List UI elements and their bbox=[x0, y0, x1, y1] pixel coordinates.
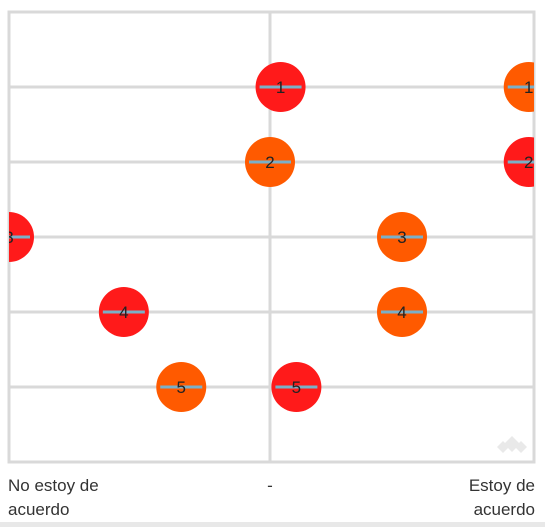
data-point-label: 5 bbox=[292, 378, 301, 397]
data-point-7: 4 bbox=[98, 287, 149, 337]
x-axis-label-middle: - bbox=[267, 476, 273, 495]
data-point-2: 1 bbox=[503, 62, 534, 112]
data-point-label: 4 bbox=[119, 303, 128, 322]
bottom-divider bbox=[0, 522, 545, 527]
data-point-5: 3 bbox=[4, 212, 34, 262]
data-point-label: 3 bbox=[4, 228, 13, 247]
data-point-9: 5 bbox=[156, 362, 207, 412]
data-point-label: 4 bbox=[397, 303, 406, 322]
data-point-8: 4 bbox=[377, 287, 427, 337]
data-point-label: 2 bbox=[524, 153, 533, 172]
data-point-6: 3 bbox=[377, 212, 427, 262]
grid bbox=[7, 10, 536, 464]
data-point-label: 1 bbox=[524, 78, 533, 97]
scatter-chart: 1 1 2 2 3 3 4 4 5 5 bbox=[4, 10, 536, 464]
data-point-1: 1 bbox=[255, 62, 306, 112]
data-point-4: 2 bbox=[503, 137, 534, 187]
data-point-label: 2 bbox=[265, 153, 274, 172]
x-axis-label-left: No estoy de acuerdo bbox=[8, 476, 99, 519]
data-point-label: 1 bbox=[276, 78, 285, 97]
x-axis-label-right: Estoy de acuerdo bbox=[468, 476, 535, 519]
data-point-label: 5 bbox=[177, 378, 186, 397]
data-point-10: 5 bbox=[271, 362, 322, 412]
data-points: 1 1 2 2 3 3 4 4 5 5 bbox=[4, 62, 534, 412]
brand-logo-icon bbox=[497, 436, 527, 453]
data-point-label: 3 bbox=[397, 228, 406, 247]
data-point-3: 2 bbox=[245, 137, 295, 187]
